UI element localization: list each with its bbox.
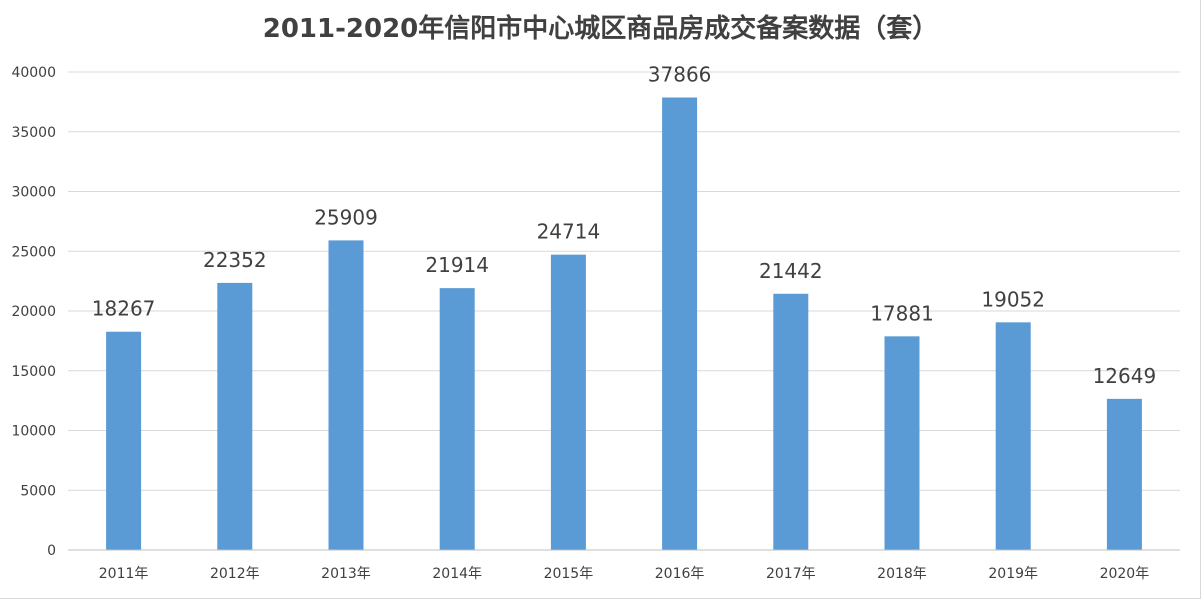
bar	[550, 254, 586, 550]
bar	[439, 288, 475, 550]
y-tick-label: 35000	[11, 125, 56, 141]
y-tick-label: 40000	[11, 65, 56, 81]
y-tick-label: 10000	[11, 424, 56, 440]
data-label: 18267	[92, 297, 156, 321]
bar	[1106, 398, 1142, 550]
gridlines	[68, 71, 1180, 491]
x-tick-label: 2019年	[988, 566, 1038, 582]
y-tick-label: 0	[47, 543, 56, 559]
data-labels: 18267 22352 25909 21914 24714 37866 21442 17881…	[92, 63, 1156, 388]
x-tick-label: 2017年	[766, 566, 816, 582]
x-tick-label: 2020年	[1100, 566, 1150, 582]
data-label: 12649	[1093, 364, 1157, 388]
data-label: 21914	[425, 253, 489, 277]
bar	[662, 97, 698, 551]
bar	[328, 240, 364, 550]
x-tick-label: 2015年	[544, 566, 594, 582]
x-axis-ticks: 2011年 2012年 2013年 2014年 2015年 2016年 2017年 2018年…	[99, 566, 1149, 582]
x-tick-label: 2018年	[877, 566, 927, 582]
bar	[884, 336, 920, 550]
x-tick-label: 2013年	[321, 566, 371, 582]
y-tick-label: 15000	[11, 364, 56, 380]
bar	[106, 331, 142, 550]
data-label: 25909	[314, 205, 378, 229]
x-tick-label: 2012年	[210, 566, 260, 582]
x-tick-label: 2016年	[655, 566, 705, 582]
data-label: 21442	[759, 259, 823, 283]
y-tick-label: 25000	[11, 244, 56, 260]
y-axis-ticks: 0 5000 10000 15000 20000 25000 30000 35000 40000	[11, 65, 56, 559]
chart-title: 2011-2020年信阳市中心城区商品房成交备案数据（套）	[262, 14, 939, 44]
y-tick-label: 5000	[20, 483, 56, 499]
data-label: 24714	[537, 220, 601, 244]
y-tick-label: 20000	[11, 304, 56, 320]
bar	[217, 282, 253, 550]
x-tick-label: 2011年	[99, 566, 149, 582]
data-label: 19052	[981, 287, 1045, 311]
y-tick-label: 30000	[11, 185, 56, 201]
bar	[773, 293, 809, 550]
bar	[995, 322, 1031, 550]
x-tick-label: 2014年	[432, 566, 482, 582]
bars	[106, 97, 1142, 551]
data-label: 22352	[203, 248, 267, 272]
data-label: 17881	[870, 301, 934, 325]
data-label: 37866	[648, 63, 712, 87]
